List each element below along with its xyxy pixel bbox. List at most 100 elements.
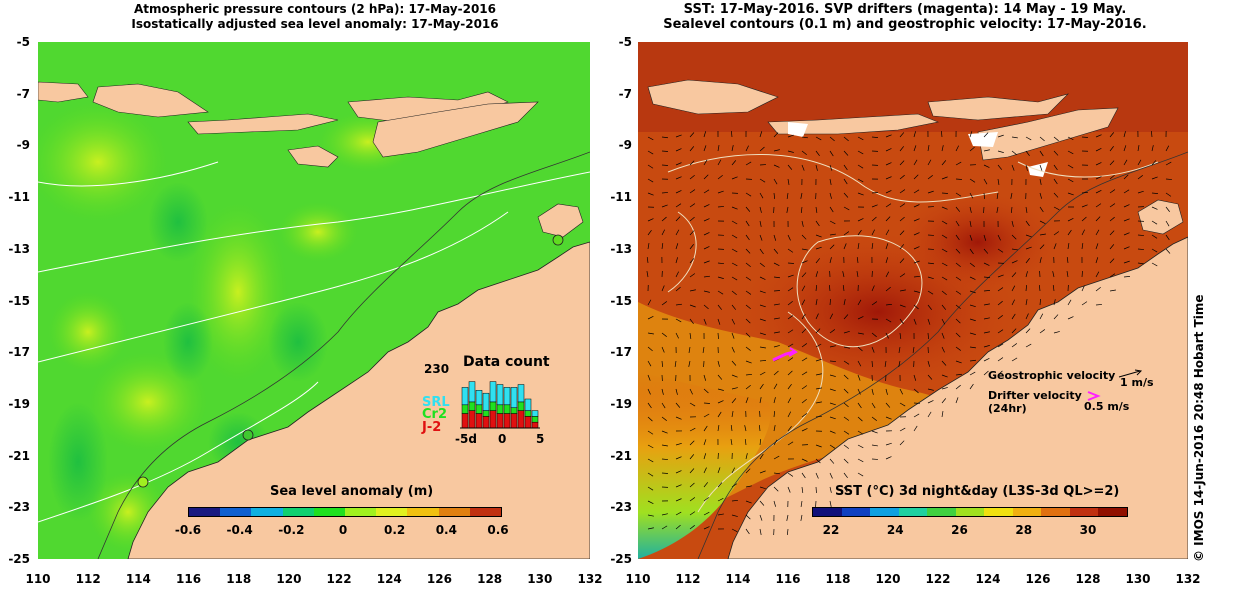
geostrophic-velocity-arrow <box>955 360 962 364</box>
geostrophic-velocity-arrow <box>787 178 790 185</box>
geostrophic-velocity-arrow <box>731 374 738 378</box>
geostrophic-velocity-arrow <box>829 374 836 377</box>
geostrophic-velocity-arrow <box>1011 248 1018 251</box>
geostrophic-velocity-arrow <box>843 192 849 198</box>
latitude-tick-label: -9 <box>618 138 632 153</box>
geostrophic-velocity-arrow <box>801 385 808 390</box>
longitude-tick-label: 110 <box>25 572 51 586</box>
data-count-bar-srl <box>461 387 469 406</box>
geostrophic-velocity-arrow <box>983 132 989 138</box>
geostrophic-velocity-arrow <box>703 131 707 138</box>
geostrophic-velocity-arrow <box>1025 164 1028 171</box>
geostrophic-velocity-arrow <box>829 178 832 185</box>
geostrophic-velocity-arrow <box>801 472 806 479</box>
geostrophic-velocity-arrow <box>913 290 920 293</box>
geostrophic-velocity-arrow <box>773 132 779 138</box>
geostrophic-velocity-arrow <box>829 233 836 236</box>
geostrophic-velocity-arrow <box>1025 299 1028 306</box>
geostrophic-velocity-arrow <box>702 346 705 353</box>
geostrophic-velocity-arrow <box>787 411 792 418</box>
geostrophic-velocity-arrow <box>1123 159 1128 166</box>
geostrophic-velocity-arrow <box>983 290 991 292</box>
latitude-tick-label: -7 <box>16 86 30 101</box>
data-count-bar-srl <box>468 381 476 403</box>
geostrophic-velocity-arrow <box>829 486 832 493</box>
geostrophic-velocity-arrow <box>745 290 752 295</box>
geostrophic-velocity-arrow <box>745 514 751 520</box>
geostrophic-velocity-arrow <box>1123 260 1130 264</box>
geostrophic-velocity-arrow <box>773 383 778 390</box>
colorbar-tick-label: -0.2 <box>278 523 305 537</box>
colorbar-segment <box>407 508 439 516</box>
geostrophic-velocity-arrow <box>1039 178 1042 185</box>
geostrophic-velocity-arrow <box>675 271 679 278</box>
geostrophic-velocity-arrow <box>786 206 789 213</box>
geostrophic-velocity-arrow <box>661 402 666 409</box>
colorbar-segment <box>841 508 871 516</box>
colorbar-segment <box>220 508 252 516</box>
geostrophic-velocity-arrow <box>773 370 779 376</box>
geostrophic-velocity-arrow <box>1067 243 1070 250</box>
geostrophic-velocity-arrow <box>871 136 879 138</box>
right-map-panel <box>638 42 1188 559</box>
geostrophic-velocity-arrow <box>843 416 850 421</box>
geostrophic-velocity-arrow <box>759 304 766 308</box>
geostrophic-velocity-arrow <box>1081 191 1088 194</box>
geostrophic-velocity-arrow <box>647 360 652 367</box>
latitude-tick-label: -11 <box>8 190 30 205</box>
geostrophic-velocity-arrow <box>1137 159 1142 166</box>
left-title-line2: Isostatically adjusted sea level anomaly… <box>131 17 499 31</box>
geostrophic-velocity-arrow <box>871 216 877 222</box>
geostrophic-velocity-arrow <box>857 402 862 409</box>
latitude-tick-label: -15 <box>8 293 30 308</box>
geostrophic-velocity-arrow <box>899 258 905 264</box>
geostrophic-velocity-arrow <box>801 220 804 227</box>
geostrophic-velocity-arrow <box>745 234 750 241</box>
geostrophic-velocity-arrow <box>829 500 832 507</box>
geostrophic-velocity-arrow <box>885 456 892 460</box>
geostrophic-velocity-arrow <box>689 273 696 278</box>
left-colorbar <box>188 507 502 517</box>
geostrophic-velocity-arrow <box>717 174 723 180</box>
geostrophic-velocity-arrow <box>730 425 733 432</box>
geostrophic-velocity-arrow <box>885 148 892 152</box>
geostrophic-velocity-arrow <box>1010 206 1013 214</box>
geostrophic-velocity-arrow <box>675 257 678 264</box>
geostrophic-velocity-arrow <box>927 332 929 340</box>
geostrophic-velocity-arrow <box>717 332 719 340</box>
geostrophic-velocity-arrow <box>927 318 931 325</box>
geostrophic-velocity-arrow <box>731 160 737 166</box>
credit-text: © IMOS 14-Jun-2016 20:48 Hobart Time <box>1192 294 1206 562</box>
geostrophic-velocity-arrow <box>703 482 709 488</box>
geostrophic-velocity-arrow <box>759 360 767 362</box>
geostrophic-velocity-arrow <box>1151 220 1158 225</box>
geostrophic-velocity-arrow <box>857 472 864 477</box>
geostrophic-velocity-arrow <box>885 388 888 395</box>
geostrophic-velocity-arrow <box>815 328 821 334</box>
geostrophic-velocity-arrow <box>829 444 836 449</box>
geostrophic-velocity-arrow <box>1025 258 1030 264</box>
geostrophic-velocity-arrow <box>871 360 873 368</box>
geostrophic-velocity-arrow <box>661 229 665 236</box>
data-count-xtick-5: 5 <box>536 432 545 446</box>
geostrophic-velocity-arrow <box>899 427 906 432</box>
geo-velocity-label: Geostrophic velocity <box>988 369 1116 382</box>
longitude-tick-label: 114 <box>125 572 151 586</box>
geostrophic-velocity-arrow <box>983 248 989 254</box>
geostrophic-velocity-arrow <box>1137 234 1145 236</box>
geostrophic-velocity-arrow <box>843 374 849 380</box>
geostrophic-velocity-arrow <box>661 346 665 353</box>
geostrophic-velocity-arrow <box>941 411 944 418</box>
geostrophic-velocity-arrow <box>689 440 695 446</box>
geostrophic-velocity-arrow <box>675 402 681 408</box>
geostrophic-velocity-arrow <box>787 287 794 292</box>
geostrophic-velocity-arrow <box>703 439 707 446</box>
geostrophic-velocity-arrow <box>927 290 934 295</box>
colorbar-segment <box>984 508 1013 516</box>
geostrophic-velocity-arrow <box>1095 216 1101 222</box>
geostrophic-velocity-arrow <box>717 360 720 367</box>
latitude-tick-label: -21 <box>8 448 30 463</box>
geostrophic-velocity-arrow <box>899 146 905 152</box>
data-count-ymax: 230 <box>424 362 450 376</box>
geostrophic-velocity-arrow <box>941 248 948 253</box>
